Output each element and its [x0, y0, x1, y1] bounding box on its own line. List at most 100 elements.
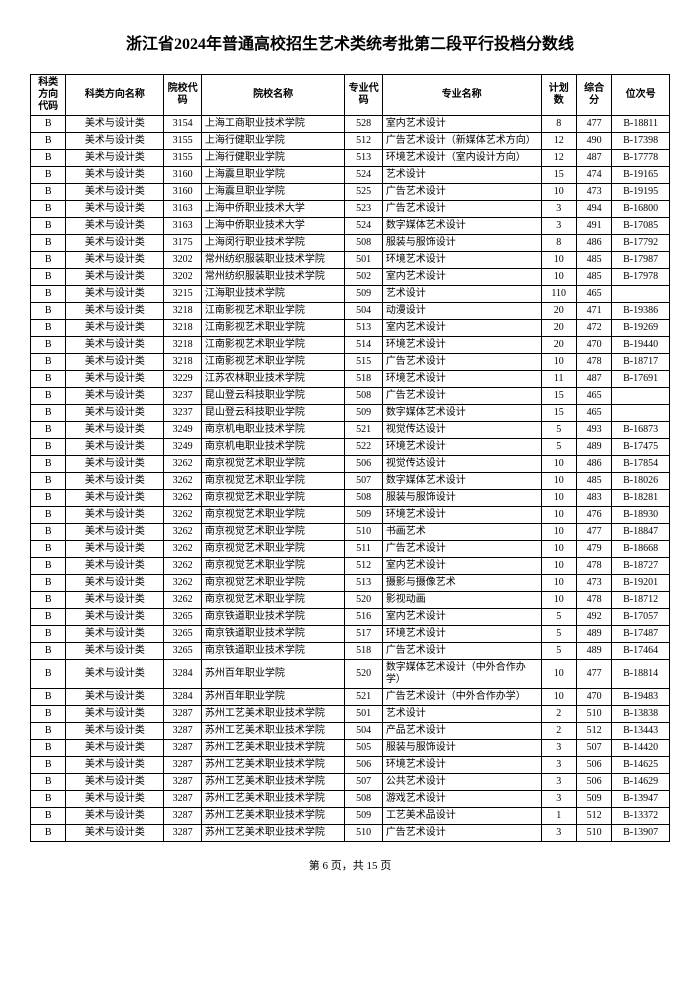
table-cell: 477	[576, 524, 611, 541]
table-cell: 南京视觉艺术职业学院	[201, 473, 345, 490]
table-cell: 美术与设计类	[66, 706, 164, 723]
table-cell: 3218	[164, 354, 201, 371]
table-cell: 环境艺术设计	[382, 252, 541, 269]
col-header: 院校代码	[164, 75, 201, 116]
table-cell: B-18727	[612, 558, 670, 575]
table-cell: B	[31, 774, 66, 791]
table-cell: 491	[576, 218, 611, 235]
table-cell: 524	[345, 218, 382, 235]
table-cell: 工艺美术品设计	[382, 808, 541, 825]
table-cell: 10	[541, 490, 576, 507]
table-cell: 3237	[164, 388, 201, 405]
table-cell: 3262	[164, 558, 201, 575]
table-cell: 3155	[164, 150, 201, 167]
table-cell: 南京视觉艺术职业学院	[201, 541, 345, 558]
table-cell: 3218	[164, 337, 201, 354]
table-cell: 南京铁道职业技术学院	[201, 626, 345, 643]
table-cell: 美术与设计类	[66, 218, 164, 235]
table-cell: 室内艺术设计	[382, 116, 541, 133]
table-cell: 南京铁道职业技术学院	[201, 609, 345, 626]
table-cell: 510	[345, 825, 382, 842]
table-cell: B	[31, 558, 66, 575]
table-cell: 江南影视艺术职业学院	[201, 337, 345, 354]
table-row: B美术与设计类3163上海中侨职业技术大学523广告艺术设计3494B-1680…	[31, 201, 670, 218]
table-cell: B-13443	[612, 723, 670, 740]
table-cell: B	[31, 689, 66, 706]
table-cell: 474	[576, 167, 611, 184]
table-cell: 数字媒体艺术设计	[382, 218, 541, 235]
table-row: B美术与设计类3249南京机电职业技术学院521视觉传达设计5493B-1687…	[31, 422, 670, 439]
table-cell: 470	[576, 337, 611, 354]
table-cell: 479	[576, 541, 611, 558]
table-row: B美术与设计类3262南京视觉艺术职业学院508服装与服饰设计10483B-18…	[31, 490, 670, 507]
table-cell: 服装与服饰设计	[382, 490, 541, 507]
table-cell: 2	[541, 723, 576, 740]
table-cell: 509	[345, 808, 382, 825]
table-cell: B-18712	[612, 592, 670, 609]
table-cell: 513	[345, 575, 382, 592]
table-row: B美术与设计类3262南京视觉艺术职业学院513摄影与摄像艺术10473B-19…	[31, 575, 670, 592]
table-cell: 478	[576, 592, 611, 609]
col-header: 综合分	[576, 75, 611, 116]
table-cell: 美术与设计类	[66, 723, 164, 740]
table-cell: 美术与设计类	[66, 320, 164, 337]
table-cell: 520	[345, 592, 382, 609]
table-cell: 美术与设计类	[66, 388, 164, 405]
table-cell: 3262	[164, 490, 201, 507]
table-cell: B	[31, 371, 66, 388]
table-cell: 苏州工艺美术职业技术学院	[201, 757, 345, 774]
table-cell: 521	[345, 689, 382, 706]
table-cell: 3175	[164, 235, 201, 252]
table-cell: 3284	[164, 689, 201, 706]
table-cell: 10	[541, 575, 576, 592]
table-cell: 510	[576, 825, 611, 842]
table-cell: 美术与设计类	[66, 371, 164, 388]
table-cell: B	[31, 184, 66, 201]
table-cell: 3287	[164, 791, 201, 808]
table-cell: 10	[541, 507, 576, 524]
table-cell: 3249	[164, 422, 201, 439]
table-cell: 美术与设计类	[66, 303, 164, 320]
table-cell: 509	[345, 286, 382, 303]
table-cell: 5	[541, 643, 576, 660]
table-cell: B-17487	[612, 626, 670, 643]
table-cell: 游戏艺术设计	[382, 791, 541, 808]
table-cell: B-18668	[612, 541, 670, 558]
table-cell: 465	[576, 286, 611, 303]
table-cell: 10	[541, 456, 576, 473]
table-cell: 南京视觉艺术职业学院	[201, 456, 345, 473]
table-cell: B-17057	[612, 609, 670, 626]
table-cell: 504	[345, 303, 382, 320]
table-cell: 3262	[164, 575, 201, 592]
table-cell: 3	[541, 218, 576, 235]
table-cell: B	[31, 235, 66, 252]
table-cell: B	[31, 723, 66, 740]
table-cell: 10	[541, 660, 576, 689]
table-cell: 5	[541, 626, 576, 643]
table-cell: 广告艺术设计（中外合作办学）	[382, 689, 541, 706]
table-cell: B-18281	[612, 490, 670, 507]
table-cell: B-14420	[612, 740, 670, 757]
table-cell: 509	[345, 405, 382, 422]
table-cell: B	[31, 490, 66, 507]
table-cell: 476	[576, 507, 611, 524]
table-cell: 美术与设计类	[66, 269, 164, 286]
table-cell: B-19440	[612, 337, 670, 354]
table-cell: 江南影视艺术职业学院	[201, 320, 345, 337]
table-cell: B	[31, 150, 66, 167]
table-row: B美术与设计类3218江南影视艺术职业学院504动漫设计20471B-19386	[31, 303, 670, 320]
table-cell: B	[31, 541, 66, 558]
table-cell: 3287	[164, 757, 201, 774]
table-row: B美术与设计类3160上海震旦职业学院524艺术设计15474B-19165	[31, 167, 670, 184]
table-cell: 常州纺织服装职业技术学院	[201, 252, 345, 269]
table-cell: B-17987	[612, 252, 670, 269]
table-cell: B	[31, 439, 66, 456]
table-cell: B	[31, 269, 66, 286]
table-cell: B-18026	[612, 473, 670, 490]
table-cell: 528	[345, 116, 382, 133]
table-cell: B-14629	[612, 774, 670, 791]
table-cell: B	[31, 354, 66, 371]
col-header: 院校名称	[201, 75, 345, 116]
table-cell: 苏州工艺美术职业技术学院	[201, 808, 345, 825]
table-cell: B	[31, 167, 66, 184]
